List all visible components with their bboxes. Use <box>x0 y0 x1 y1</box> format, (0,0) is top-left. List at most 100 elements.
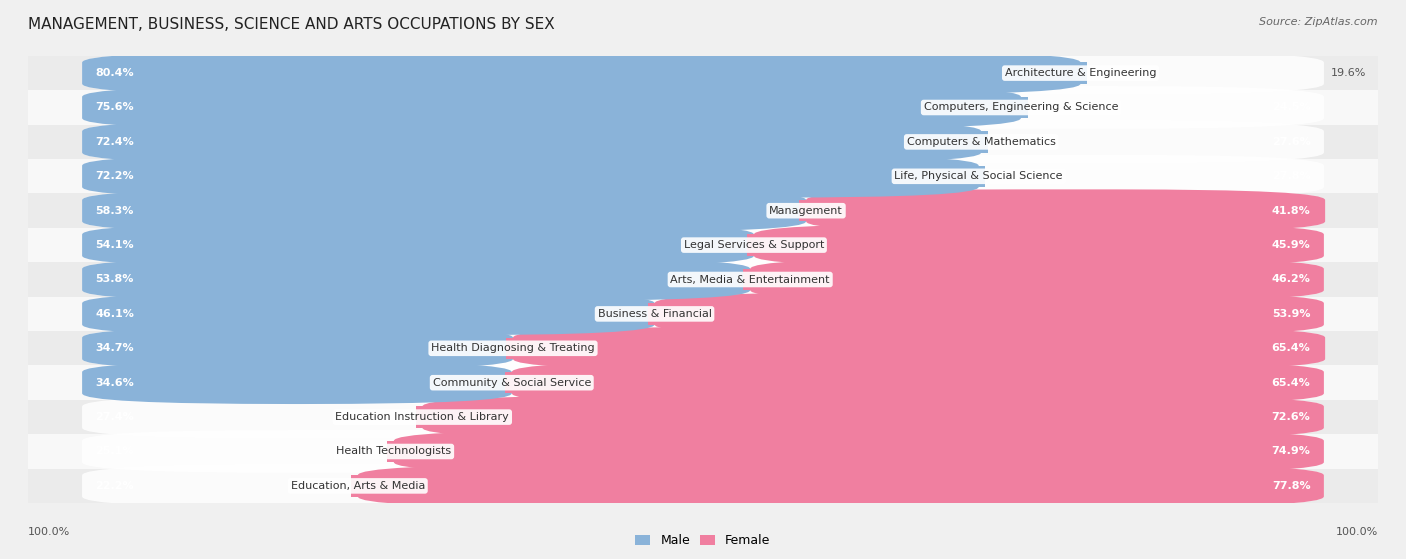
FancyBboxPatch shape <box>82 190 806 232</box>
FancyBboxPatch shape <box>302 372 519 394</box>
Text: Education Instruction & Library: Education Instruction & Library <box>336 412 509 422</box>
Text: 74.9%: 74.9% <box>1271 447 1310 457</box>
Legend: Male, Female: Male, Female <box>636 534 770 547</box>
FancyBboxPatch shape <box>304 338 520 359</box>
Text: 22.2%: 22.2% <box>96 481 134 491</box>
FancyBboxPatch shape <box>82 155 1324 198</box>
Text: Arts, Media & Entertainment: Arts, Media & Entertainment <box>671 274 830 285</box>
Text: Computers & Mathematics: Computers & Mathematics <box>907 137 1056 147</box>
FancyBboxPatch shape <box>446 303 661 325</box>
FancyBboxPatch shape <box>512 361 1324 404</box>
FancyBboxPatch shape <box>82 86 1021 129</box>
FancyBboxPatch shape <box>811 97 1028 118</box>
Text: Legal Services & Support: Legal Services & Support <box>683 240 824 250</box>
FancyBboxPatch shape <box>422 396 1324 438</box>
FancyBboxPatch shape <box>82 361 512 404</box>
FancyBboxPatch shape <box>544 234 761 256</box>
FancyBboxPatch shape <box>82 224 754 267</box>
FancyBboxPatch shape <box>772 131 988 153</box>
Text: 24.5%: 24.5% <box>1272 102 1310 112</box>
FancyBboxPatch shape <box>82 430 1324 473</box>
Text: 80.4%: 80.4% <box>96 68 134 78</box>
Text: Education, Arts & Media: Education, Arts & Media <box>291 481 425 491</box>
Text: 75.6%: 75.6% <box>96 102 134 112</box>
Text: 72.6%: 72.6% <box>1271 412 1310 422</box>
FancyBboxPatch shape <box>28 262 1378 297</box>
FancyBboxPatch shape <box>769 165 986 187</box>
Text: 53.9%: 53.9% <box>1272 309 1310 319</box>
FancyBboxPatch shape <box>28 366 1378 400</box>
Text: 65.4%: 65.4% <box>1271 343 1310 353</box>
FancyBboxPatch shape <box>82 292 1324 335</box>
Text: Source: ZipAtlas.com: Source: ZipAtlas.com <box>1260 17 1378 27</box>
FancyBboxPatch shape <box>800 200 1015 221</box>
Text: Health Diagnosing & Treating: Health Diagnosing & Treating <box>432 343 595 353</box>
FancyBboxPatch shape <box>387 441 603 462</box>
Text: MANAGEMENT, BUSINESS, SCIENCE AND ARTS OCCUPATIONS BY SEX: MANAGEMENT, BUSINESS, SCIENCE AND ARTS O… <box>28 17 555 32</box>
Text: 100.0%: 100.0% <box>28 527 70 537</box>
FancyBboxPatch shape <box>505 372 721 394</box>
FancyBboxPatch shape <box>744 269 959 290</box>
FancyBboxPatch shape <box>82 327 1324 369</box>
FancyBboxPatch shape <box>28 125 1378 159</box>
Text: 34.7%: 34.7% <box>96 343 134 353</box>
FancyBboxPatch shape <box>28 193 1378 228</box>
Text: 27.8%: 27.8% <box>1272 171 1310 181</box>
FancyBboxPatch shape <box>872 63 1087 84</box>
FancyBboxPatch shape <box>751 258 1324 301</box>
FancyBboxPatch shape <box>82 86 1324 129</box>
Text: Health Technologists: Health Technologists <box>336 447 451 457</box>
FancyBboxPatch shape <box>82 190 1324 232</box>
Text: Business & Financial: Business & Financial <box>598 309 711 319</box>
FancyBboxPatch shape <box>506 338 723 359</box>
FancyBboxPatch shape <box>82 121 1324 163</box>
Text: 34.6%: 34.6% <box>96 378 135 388</box>
FancyBboxPatch shape <box>82 361 1324 404</box>
Text: 58.3%: 58.3% <box>96 206 134 216</box>
FancyBboxPatch shape <box>82 52 1324 94</box>
FancyBboxPatch shape <box>28 159 1378 193</box>
FancyBboxPatch shape <box>357 465 1324 507</box>
FancyBboxPatch shape <box>82 224 1324 267</box>
FancyBboxPatch shape <box>82 396 1324 438</box>
FancyBboxPatch shape <box>28 297 1378 331</box>
Text: Architecture & Engineering: Architecture & Engineering <box>1005 68 1156 78</box>
FancyBboxPatch shape <box>513 327 1324 369</box>
FancyBboxPatch shape <box>747 234 963 256</box>
FancyBboxPatch shape <box>655 292 1324 335</box>
FancyBboxPatch shape <box>28 56 1378 91</box>
Text: 46.2%: 46.2% <box>1271 274 1310 285</box>
FancyBboxPatch shape <box>416 406 631 428</box>
FancyBboxPatch shape <box>754 224 1324 267</box>
Text: Management: Management <box>769 206 844 216</box>
FancyBboxPatch shape <box>28 331 1378 366</box>
FancyBboxPatch shape <box>28 228 1378 262</box>
FancyBboxPatch shape <box>82 258 1324 301</box>
Text: 25.1%: 25.1% <box>96 447 134 457</box>
Text: 46.1%: 46.1% <box>96 309 135 319</box>
FancyBboxPatch shape <box>598 200 813 221</box>
FancyBboxPatch shape <box>648 303 863 325</box>
Text: 54.1%: 54.1% <box>96 240 134 250</box>
FancyBboxPatch shape <box>806 190 1324 232</box>
FancyBboxPatch shape <box>82 258 751 301</box>
FancyBboxPatch shape <box>82 155 979 198</box>
FancyBboxPatch shape <box>352 475 567 496</box>
Text: 72.4%: 72.4% <box>96 137 135 147</box>
Text: Computers, Engineering & Science: Computers, Engineering & Science <box>924 102 1118 112</box>
Text: 65.4%: 65.4% <box>1271 378 1310 388</box>
Text: 27.4%: 27.4% <box>96 412 135 422</box>
Text: 100.0%: 100.0% <box>1336 527 1378 537</box>
Text: 41.8%: 41.8% <box>1271 206 1310 216</box>
FancyBboxPatch shape <box>28 468 1378 503</box>
FancyBboxPatch shape <box>28 91 1378 125</box>
FancyBboxPatch shape <box>28 434 1378 468</box>
Text: 72.2%: 72.2% <box>96 171 134 181</box>
FancyBboxPatch shape <box>82 52 1080 94</box>
Text: 27.6%: 27.6% <box>1271 137 1310 147</box>
FancyBboxPatch shape <box>82 465 1324 507</box>
Text: 45.9%: 45.9% <box>1271 240 1310 250</box>
Text: 77.8%: 77.8% <box>1272 481 1310 491</box>
FancyBboxPatch shape <box>82 121 981 163</box>
FancyBboxPatch shape <box>394 430 1324 473</box>
